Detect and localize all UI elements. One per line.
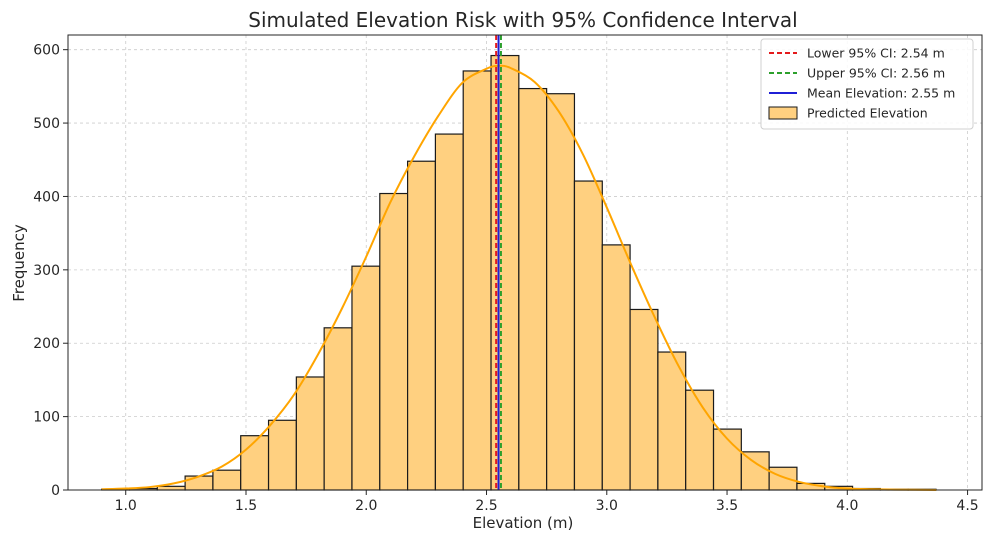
axes — [67, 34, 983, 491]
y-tick-label: 200 — [33, 336, 60, 352]
legend-label: Lower 95% CI: 2.54 m — [807, 46, 945, 61]
histogram-bar — [685, 389, 715, 491]
y-tick-label: 500 — [33, 116, 60, 132]
histogram-bar — [768, 466, 798, 491]
histogram-bar — [462, 70, 492, 491]
histogram-bar — [740, 451, 770, 491]
x-tick-label: 2.5 — [475, 498, 497, 514]
x-tick-label: 1.0 — [115, 498, 137, 514]
kde-curve-group — [101, 64, 937, 491]
histogram-bar — [546, 93, 576, 491]
x-tick-label: 1.5 — [235, 498, 257, 514]
histogram-bar — [657, 351, 687, 491]
histogram-bar — [323, 327, 353, 491]
histogram-bar — [212, 469, 242, 491]
histogram-bar — [518, 87, 548, 491]
chart-title: Simulated Elevation Risk with 95% Confid… — [248, 8, 798, 32]
x-tick-label: 3.0 — [596, 498, 618, 514]
legend-label: Upper 95% CI: 2.56 m — [807, 66, 945, 81]
y-tick-label: 600 — [33, 43, 60, 59]
y-tick-label: 400 — [33, 189, 60, 205]
x-axis-ticks: 1.0 1.5 2.0 2.5 3.0 3.5 4.0 4.5 — [115, 490, 979, 514]
x-tick-label: 2.0 — [355, 498, 377, 514]
histogram-bar — [295, 376, 325, 491]
legend-swatch — [768, 106, 798, 120]
legend-box — [760, 38, 974, 130]
kde-curve — [101, 64, 937, 491]
legend-label: Mean Elevation: 2.55 m — [807, 86, 955, 101]
y-tick-label: 300 — [33, 263, 60, 279]
y-tick-label: 100 — [33, 410, 60, 426]
histogram-bar — [573, 180, 603, 491]
x-tick-label: 3.5 — [716, 498, 738, 514]
reference-lines — [495, 35, 502, 490]
y-tick-label: 0 — [51, 483, 60, 499]
x-axis-label: Elevation (m) — [473, 514, 574, 532]
x-tick-label: 4.5 — [956, 498, 978, 514]
histogram-bar — [156, 485, 186, 491]
histogram-bar — [351, 265, 381, 491]
y-axis-label: Frequency — [10, 224, 28, 302]
histogram-bar — [240, 435, 270, 491]
y-axis-ticks: 0 100 200 300 400 500 600 — [33, 43, 68, 499]
histogram-bars — [101, 54, 937, 491]
histogram-bar — [601, 244, 631, 491]
histogram-bar — [379, 192, 409, 491]
histogram-bar — [406, 160, 437, 491]
histogram-bar — [629, 308, 659, 491]
plot-frame — [67, 34, 983, 491]
x-tick-label: 4.0 — [836, 498, 858, 514]
histogram-bar — [490, 54, 520, 491]
histogram-bar — [434, 133, 464, 491]
histogram-bar — [184, 475, 214, 491]
histogram-bar — [267, 419, 297, 491]
legend-label: Predicted Elevation — [807, 106, 928, 121]
legend: Lower 95% CI: 2.54 m Upper 95% CI: 2.56 m… — [760, 38, 974, 130]
